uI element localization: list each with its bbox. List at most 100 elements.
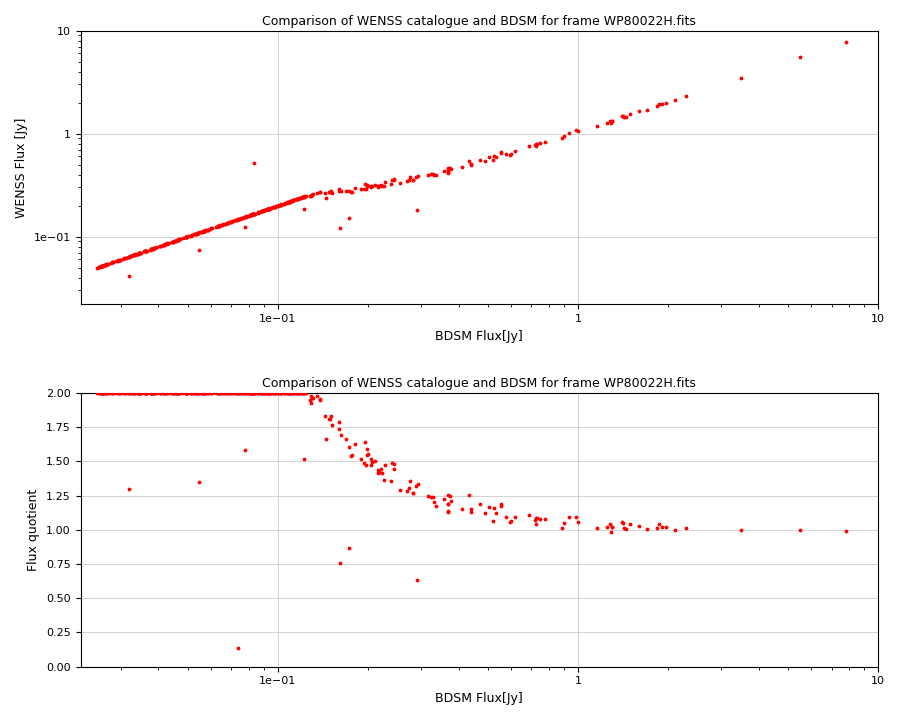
Point: [194, 387, 208, 399]
Point: [354, 453, 368, 464]
Point: [374, 464, 389, 475]
Point: [342, 441, 356, 452]
Point: [122, 387, 137, 399]
Point: [504, 148, 518, 159]
Point: [127, 387, 141, 399]
Point: [213, 387, 228, 399]
Point: [256, 387, 270, 399]
Point: [297, 387, 311, 399]
Y-axis label: Flux quotient: Flux quotient: [28, 489, 40, 571]
Point: [258, 204, 273, 216]
Point: [283, 196, 297, 207]
Point: [274, 387, 288, 399]
Point: [374, 180, 389, 192]
Point: [444, 495, 458, 507]
Point: [243, 210, 257, 221]
Point: [179, 231, 194, 243]
Point: [410, 204, 424, 215]
Point: [96, 260, 111, 271]
Title: Comparison of WENSS catalogue and BDSM for frame WP80022H.fits: Comparison of WENSS catalogue and BDSM f…: [262, 377, 697, 390]
Point: [659, 521, 673, 533]
Point: [257, 204, 272, 216]
Point: [126, 250, 140, 261]
Point: [196, 387, 211, 399]
Point: [264, 202, 278, 214]
Point: [269, 387, 284, 399]
Point: [117, 253, 131, 264]
Point: [130, 248, 145, 259]
Point: [477, 155, 491, 166]
Point: [204, 222, 219, 234]
Point: [280, 387, 294, 399]
Point: [238, 222, 252, 233]
Point: [94, 261, 109, 272]
Point: [232, 387, 247, 399]
Point: [554, 522, 569, 534]
Point: [533, 138, 547, 149]
Point: [212, 220, 227, 231]
Point: [132, 387, 147, 399]
Point: [179, 231, 194, 243]
Point: [529, 512, 544, 523]
Point: [230, 387, 244, 399]
Point: [166, 387, 180, 399]
Point: [295, 192, 310, 203]
Point: [90, 387, 104, 399]
Point: [342, 542, 356, 554]
Point: [528, 515, 543, 526]
Point: [462, 489, 476, 500]
Point: [194, 226, 208, 238]
Point: [97, 259, 112, 271]
Point: [94, 387, 109, 399]
Point: [256, 205, 270, 217]
Point: [295, 387, 310, 399]
Point: [616, 522, 631, 534]
Point: [344, 186, 358, 198]
Point: [633, 105, 647, 117]
Point: [255, 205, 269, 217]
Point: [502, 149, 517, 161]
Point: [455, 503, 470, 514]
Point: [464, 503, 478, 515]
Point: [112, 387, 127, 399]
Point: [211, 220, 225, 232]
Point: [169, 235, 184, 246]
Point: [262, 387, 276, 399]
Point: [162, 387, 176, 399]
Point: [244, 209, 258, 220]
Point: [616, 112, 631, 123]
Point: [243, 387, 257, 399]
Point: [371, 181, 385, 193]
Point: [158, 387, 173, 399]
Point: [138, 387, 152, 399]
Point: [180, 231, 194, 243]
Point: [139, 245, 153, 256]
Point: [170, 387, 184, 399]
Point: [409, 480, 423, 492]
Point: [245, 387, 259, 399]
Point: [270, 387, 284, 399]
Point: [668, 94, 682, 106]
Point: [173, 387, 187, 399]
Point: [201, 387, 215, 399]
Point: [95, 260, 110, 271]
Point: [387, 459, 401, 470]
Point: [280, 197, 294, 208]
Point: [247, 208, 261, 220]
Point: [94, 261, 109, 272]
Point: [233, 387, 248, 399]
Point: [214, 219, 229, 230]
Point: [197, 225, 211, 236]
Point: [441, 506, 455, 518]
Point: [262, 387, 276, 399]
Point: [410, 170, 425, 181]
Point: [615, 516, 629, 528]
Point: [250, 387, 265, 399]
Point: [334, 429, 348, 441]
Point: [508, 511, 522, 523]
Point: [604, 526, 618, 537]
Point: [176, 233, 191, 244]
Point: [138, 246, 152, 257]
Point: [248, 387, 262, 399]
Point: [282, 196, 296, 207]
